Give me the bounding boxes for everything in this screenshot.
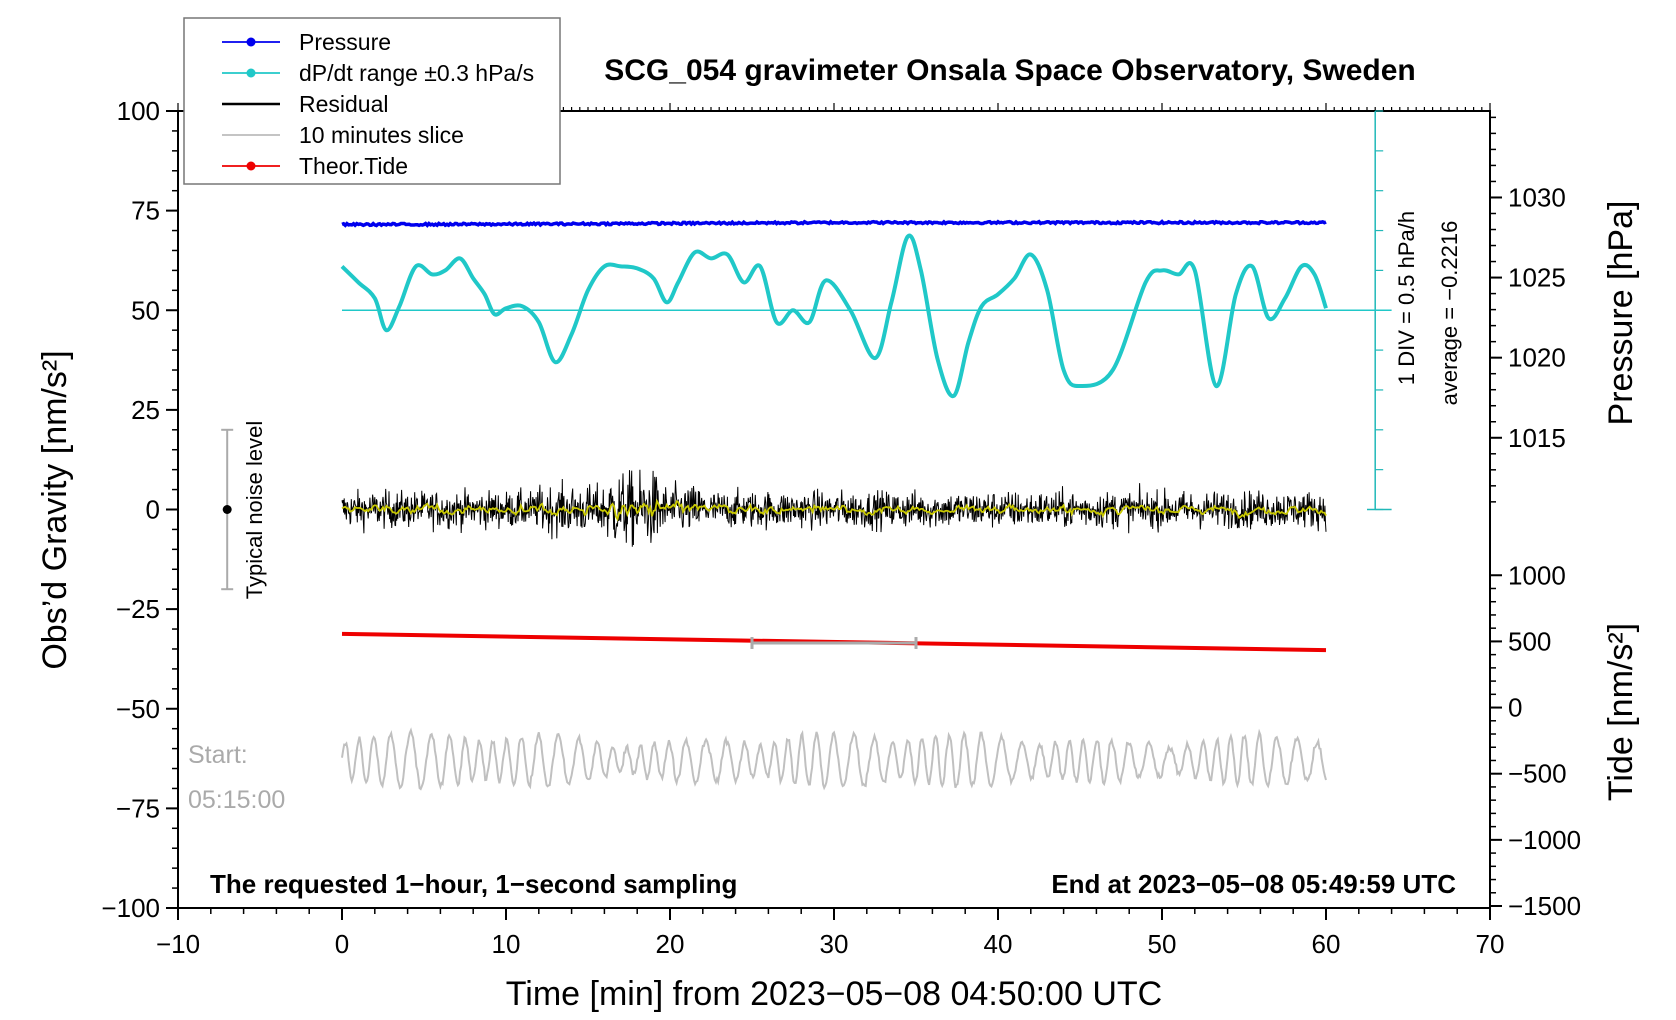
pressure-tick-label: 1020 [1508,343,1566,373]
noise-bar-label: Typical noise level [242,421,267,600]
x-tick-label: 40 [984,929,1013,959]
y-tick-label: −100 [101,893,160,923]
legend-label: 10 minutes slice [299,122,464,148]
pressure-tick-label: 1015 [1508,423,1566,453]
tide-axis: 1000 500 0 −500 −1000 −1500 [1490,560,1581,921]
legend-box [183,17,561,185]
legend-marker [246,37,256,47]
dpdt-scale-bar [342,110,1392,511]
y-axis-label-left: Obs’d Gravity [nm/s²] [36,350,74,669]
x-tick-label: 10 [492,929,521,959]
y-tick-label: −75 [116,793,160,823]
y-tick-label: −25 [116,594,160,624]
tide-tick-label: 0 [1508,693,1522,723]
pressure-axis: 1030 1025 1020 1015 [1490,116,1566,503]
tide-tick-label: −500 [1508,759,1567,789]
legend-marker [246,161,256,171]
legend-marker [246,68,256,78]
x-axis: −10 0 10 20 30 40 50 60 70 [156,908,1505,959]
x-tick-label: 70 [1476,929,1505,959]
footer-right: End at 2023−05−08 05:49:59 UTC [1051,869,1456,899]
dpdt-line [340,233,1328,398]
chart-title: SCG_054 gravimeter Onsala Space Observat… [604,54,1416,87]
slice-start-label: Start: [188,741,248,769]
y-tick-label: 75 [131,196,160,226]
y-axis-left: 100 75 50 25 0 −25 −50 −75 −100 [101,96,178,923]
y-tick-label: −50 [116,694,160,724]
legend-label: dP/dt range ±0.3 hPa/s [299,60,534,86]
theor-tide-series [341,631,1327,653]
x-tick-label: −10 [156,929,200,959]
legend: Pressure dP/dt range ±0.3 hPa/s Residual 10… [183,17,561,185]
residual-series [341,469,1327,547]
y-tick-label: 0 [146,495,160,525]
dpdt-series [340,233,1328,398]
tide-tick-label: −1500 [1508,891,1581,921]
slice-line [341,727,1327,791]
slice-start-time: 05:15:00 [188,786,285,814]
noise-level-bar [221,428,234,591]
x-tick-label: 50 [1148,929,1177,959]
x-tick-label: 20 [656,929,685,959]
y-tick-label: 50 [131,295,160,325]
legend-label: Theor.Tide [299,153,408,179]
annotation-average: average = −0.2216 [1437,221,1462,406]
tide-tick-label: −1000 [1508,825,1581,855]
annotation-div: 1 DIV = 0.5 hPa/h [1394,211,1419,385]
pressure-tick-label: 1025 [1508,263,1566,293]
tide-tick-label: 500 [1508,626,1551,656]
ten-minute-slice-series [341,727,1327,791]
tide-axis-label: Tide [nm/s²] [1602,623,1640,801]
y-tick-label: 25 [131,395,160,425]
noise-bar-center-dot [222,505,232,514]
pressure-tick-label: 1030 [1508,182,1566,212]
x-tick-label: 0 [335,929,349,959]
footer-left: The requested 1−hour, 1−second sampling [210,869,737,899]
legend-label: Residual [299,91,389,117]
pressure-line [341,219,1327,228]
x-axis-label: Time [min] from 2023−05−08 04:50:00 UTC [506,975,1162,1013]
x-tick-label: 30 [820,929,849,959]
y-tick-label: 100 [117,96,160,126]
tide-tick-label: 1000 [1508,560,1566,590]
pressure-series [341,219,1327,228]
legend-label: Pressure [299,29,391,55]
x-tick-label: 60 [1312,929,1341,959]
pressure-axis-label: Pressure [hPa] [1602,201,1640,426]
residual-smoothed-line [341,498,1327,522]
